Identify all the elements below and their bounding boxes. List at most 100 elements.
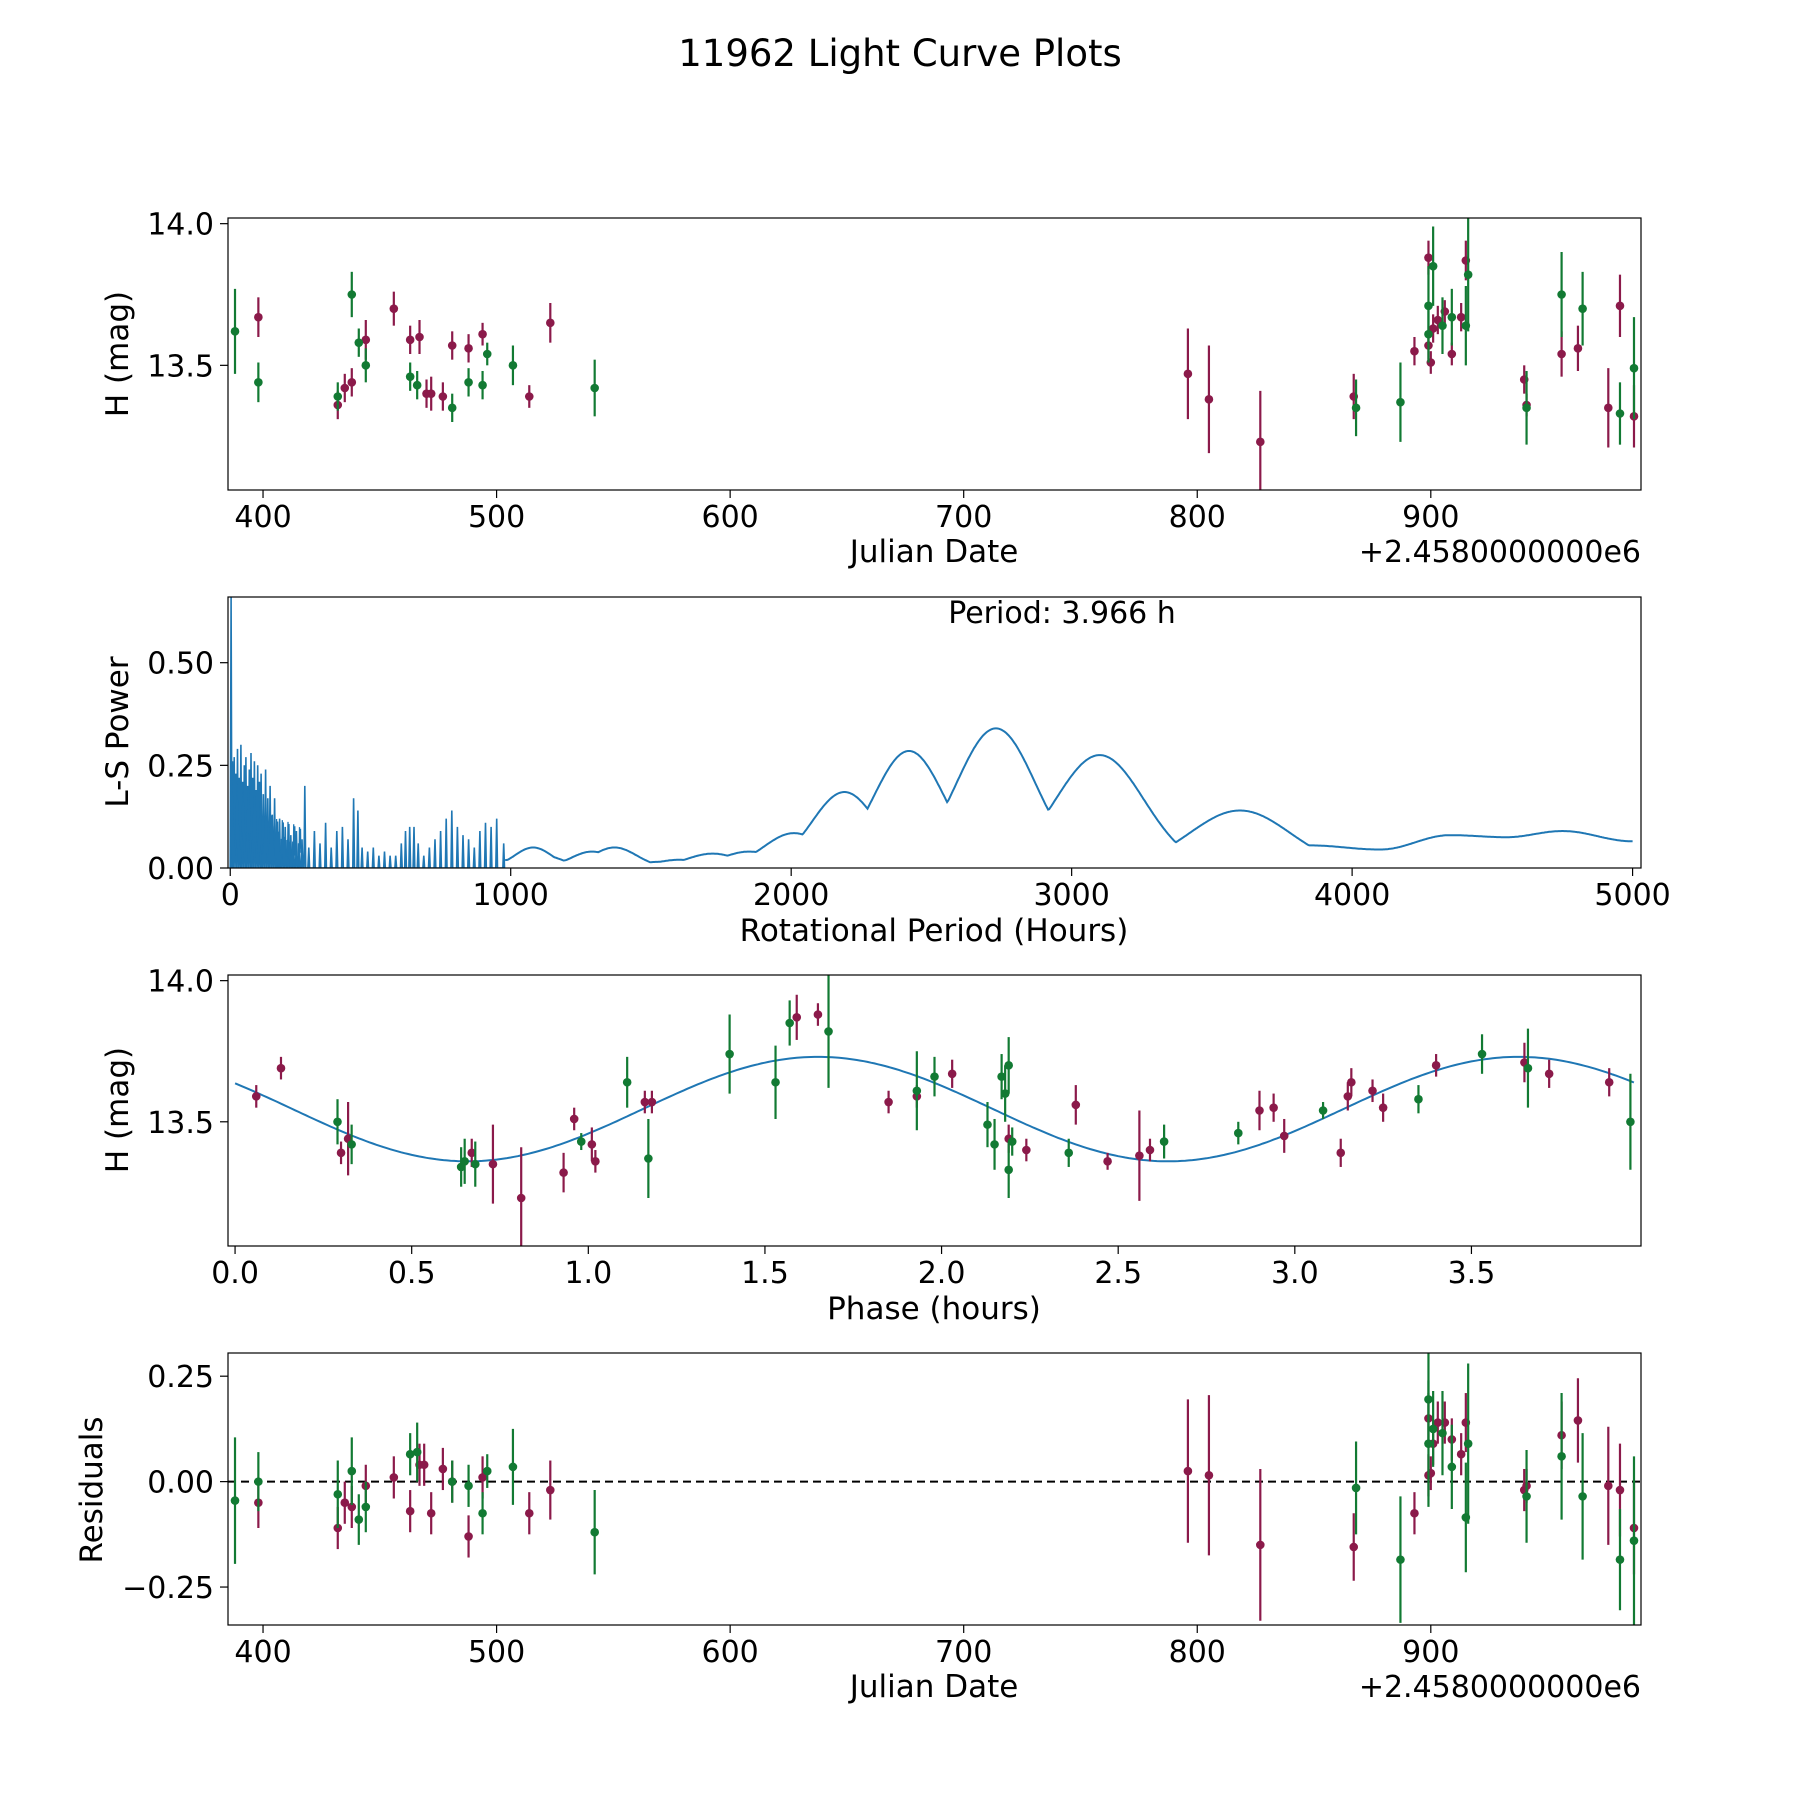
light-curve-point-band-b (1424, 301, 1433, 311)
residuals-point-band-b (1557, 1452, 1566, 1461)
light-curve-point-band-b (1629, 363, 1639, 373)
phased-point-band-b (1477, 1049, 1487, 1059)
residuals-point-band-a (426, 1508, 436, 1518)
residuals-point-band-a (546, 1485, 555, 1495)
residuals-point-band-a (405, 1506, 415, 1516)
light-curve-offset-label: +2.4580000000e6 (1359, 535, 1641, 570)
phased-point-band-a (516, 1193, 526, 1203)
phased-xtick-label: 3.5 (1448, 1256, 1496, 1291)
phased-point-band-b (1318, 1106, 1328, 1115)
light-curve-xtick-label: 400 (234, 500, 291, 535)
residuals-point-band-a (438, 1464, 448, 1474)
residuals-point-band-a (1615, 1485, 1625, 1495)
residuals-point-band-a (347, 1502, 357, 1512)
light-curve-point-band-a (1573, 344, 1583, 353)
phased-point-band-a (640, 1097, 650, 1107)
phased-xtick-label: 0.0 (211, 1256, 259, 1291)
phased-plot-area (234, 975, 1635, 1246)
light-curve-point-band-b (1615, 409, 1625, 418)
residuals-point-band-a (340, 1498, 350, 1508)
light-curve-point-band-a (546, 318, 555, 328)
residuals-point-band-a (1604, 1481, 1613, 1491)
phased-point-band-a (587, 1140, 597, 1149)
residuals-point-band-b (1424, 1439, 1433, 1448)
phased-point-band-a (947, 1069, 957, 1079)
phased-point-band-b (1004, 1061, 1013, 1070)
phased-point-band-a (559, 1168, 568, 1177)
periodogram-frame (227, 596, 1642, 869)
light-curve-point-band-a (389, 304, 399, 313)
phased-ticks: 0.0 0.5 1.0 1.5 2.0 2.5 3.0 3.5 13.5 14.0 (147, 965, 1495, 1291)
residuals-point-band-b (590, 1527, 599, 1537)
phased-point-band-a (792, 1013, 802, 1022)
light-curve-point-band-b (464, 378, 473, 387)
light-curve-point-band-b (1438, 321, 1447, 330)
light-curve-point-band-b (590, 383, 599, 393)
phased-point-band-a (1544, 1069, 1554, 1079)
phased-point-band-b (725, 1049, 734, 1059)
periodogram-ytick-label: 0.25 (147, 749, 214, 784)
light-curve-point-band-a (1424, 253, 1433, 262)
light-curve-point-band-a (415, 332, 424, 342)
residuals-xtick-label: 800 (1169, 1635, 1226, 1670)
phased-point-band-b (997, 1072, 1006, 1081)
phased-point-band-a (884, 1097, 893, 1107)
light-curve-point-band-b (478, 380, 487, 390)
residuals-point-band-b (354, 1515, 364, 1524)
light-curve-point-band-a (1183, 369, 1193, 379)
light-curve-plot-area (230, 218, 1639, 490)
phased-point-band-b (1007, 1137, 1017, 1146)
phased-xtick-label: 2.5 (1094, 1256, 1142, 1291)
phased-point-band-a (591, 1157, 600, 1166)
light-curve-point-band-a (524, 392, 534, 401)
phased-point-band-a (467, 1148, 477, 1158)
residuals-point-band-b (1629, 1536, 1639, 1545)
panel-residuals: 400 500 600 700 800 900 −0.25 0.00 0.25 Julian D… (74, 1352, 1642, 1705)
periodogram-xtick-label: 5000 (1594, 878, 1670, 913)
periodogram-marks (229, 597, 1633, 868)
phased-point-band-a (1368, 1086, 1377, 1096)
periodogram-ylabel: L-S Power (100, 656, 136, 807)
residuals-point-band-b (482, 1466, 492, 1476)
residuals-offset-label: +2.4580000000e6 (1359, 1670, 1641, 1705)
phased-point-band-b (1000, 1089, 1010, 1098)
light-curve-point-band-b (412, 380, 422, 390)
period-annotation: Period: 3.966 h (948, 596, 1176, 631)
phased-point-band-a (1378, 1103, 1388, 1112)
light-curve-xtick-label: 700 (935, 500, 992, 535)
light-curve-point-band-a (426, 389, 436, 398)
light-curve-xtick-label: 600 (702, 500, 759, 535)
residuals-point-band-b (405, 1449, 415, 1459)
light-curve-point-band-b (1351, 403, 1361, 413)
residuals-plot-area (228, 1353, 1641, 1625)
phased-ytick-label: 13.5 (147, 1106, 214, 1141)
light-curve-point-band-b (333, 392, 343, 401)
figure-title: 11962 Light Curve Plots (678, 32, 1122, 75)
phased-point-band-b (930, 1072, 939, 1081)
residuals-point-band-b (447, 1477, 457, 1486)
light-curve-point-band-a (1615, 301, 1625, 311)
phased-point-band-a (1255, 1106, 1264, 1115)
residuals-ytick-label: 0.25 (147, 1360, 214, 1395)
light-curve-point-band-b (1463, 270, 1473, 279)
light-curve-point-band-a (1447, 349, 1457, 359)
phased-point-band-b (912, 1086, 922, 1096)
phased-xtick-label: 1.5 (741, 1256, 789, 1291)
phased-marks (234, 975, 1635, 1246)
light-curve-point-band-a (464, 344, 473, 353)
phased-point-band-b (1626, 1117, 1635, 1127)
light-curve-point-band-a (254, 312, 263, 322)
residuals-point-band-b (508, 1462, 518, 1472)
light-curve-xtick-label: 800 (1169, 500, 1226, 535)
light-curve-xtick-label: 500 (468, 500, 525, 535)
periodogram-xtick-label: 1000 (473, 878, 549, 913)
light-curve-point-band-b (1522, 403, 1531, 413)
residuals-ylabel: Residuals (74, 1416, 110, 1563)
residuals-point-band-a (419, 1460, 429, 1470)
light-curve-point-band-a (361, 335, 371, 345)
phased-point-band-b (1414, 1094, 1423, 1104)
phased-point-band-a (251, 1092, 261, 1101)
residuals-xlabel: Julian Date (848, 1669, 1019, 1705)
residuals-point-band-b (464, 1481, 473, 1491)
